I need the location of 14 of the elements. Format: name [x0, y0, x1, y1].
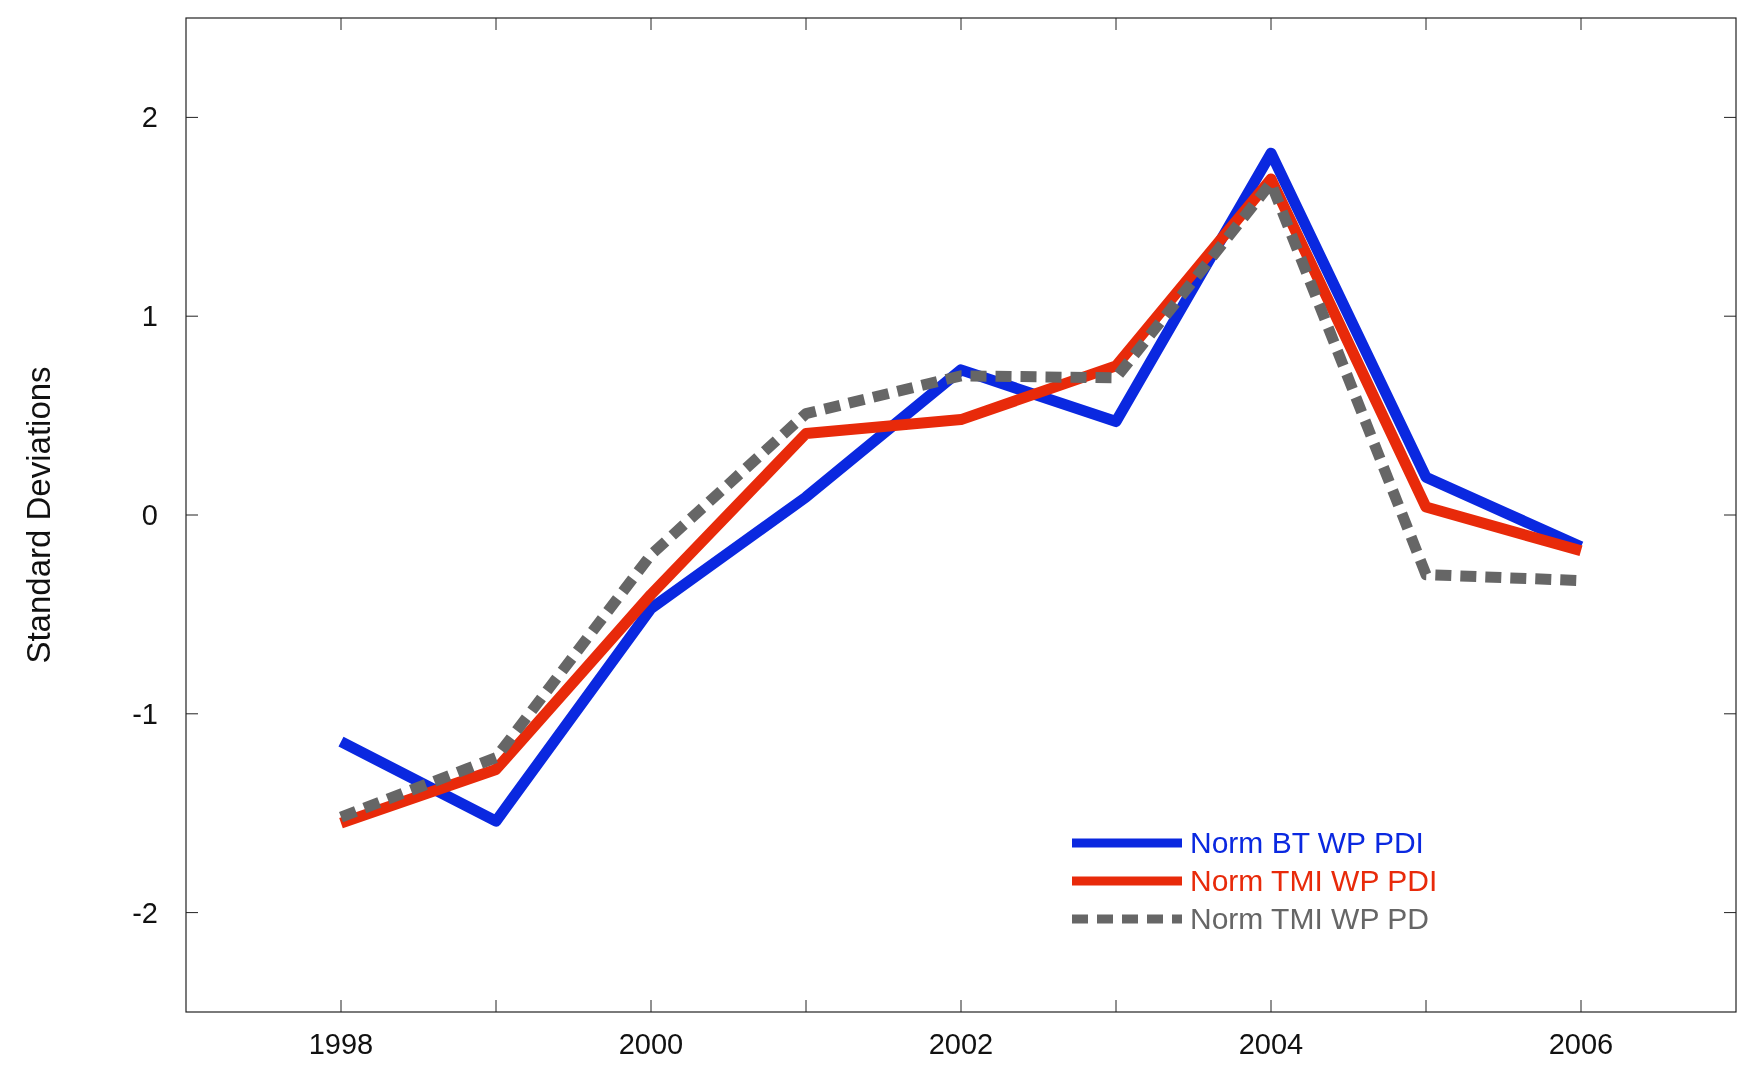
legend-label: Norm BT WP PDI — [1190, 826, 1424, 859]
x-tick-label: 2000 — [618, 1028, 684, 1060]
y-tick-label: 1 — [141, 300, 158, 333]
x-tick-label: 2004 — [1238, 1028, 1304, 1060]
y-tick-label: 2 — [141, 101, 158, 134]
y-tick-label: 0 — [141, 499, 158, 531]
legend-label: Norm TMI WP PD — [1190, 902, 1429, 935]
y-axis-title: Standard Deviations — [20, 366, 57, 664]
y-tick-label: -1 — [132, 697, 158, 730]
y-tick-label: -2 — [132, 896, 158, 929]
legend-label: Norm TMI WP PDI — [1190, 864, 1438, 897]
x-tick-label: 1998 — [308, 1028, 374, 1060]
x-tick-label: 2006 — [1548, 1028, 1614, 1060]
x-tick-label: 2002 — [928, 1028, 994, 1060]
